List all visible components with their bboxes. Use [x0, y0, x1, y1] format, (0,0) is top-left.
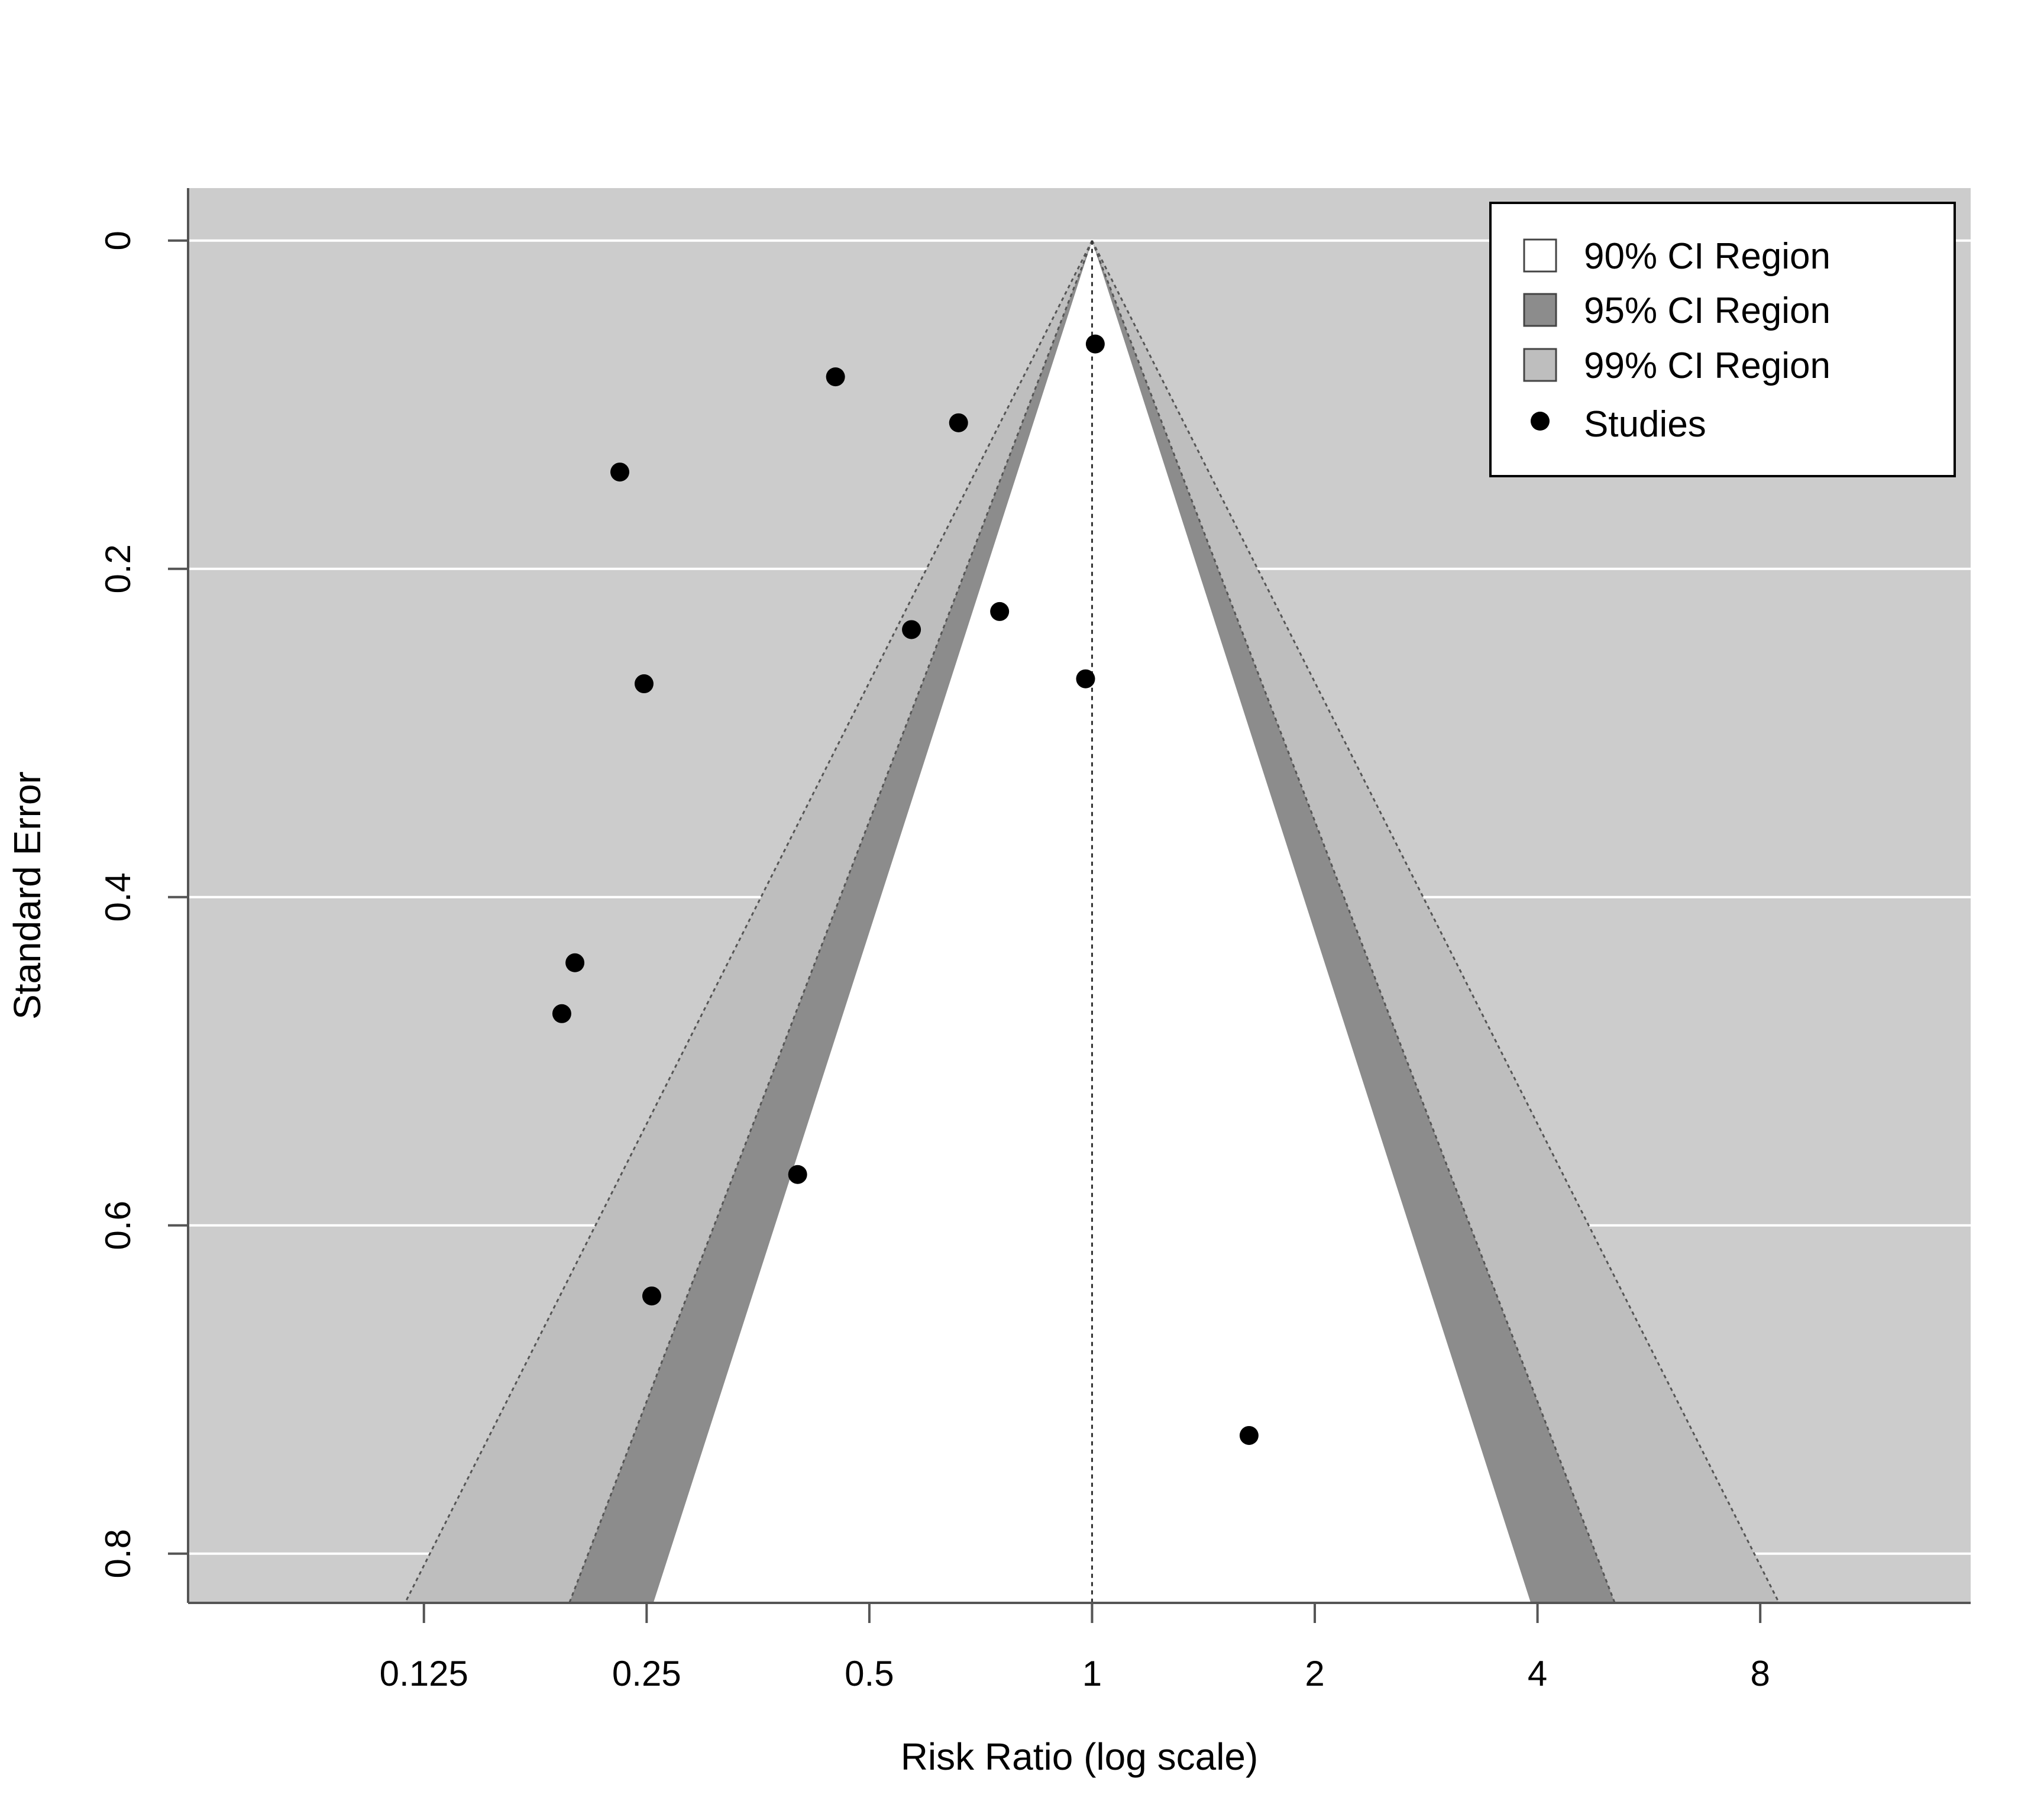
study-point: [610, 463, 630, 482]
legend-label: Studies: [1584, 404, 1706, 445]
study-point: [1239, 1425, 1259, 1445]
study-point: [826, 367, 845, 387]
legend-label: 90% CI Region: [1584, 236, 1830, 277]
legend-swatch: [1523, 238, 1557, 273]
axes: 0.125 0.25 0.5 1 2 4 8 0 0.2 0.4 0.6 0.8: [98, 188, 1971, 1693]
study-point: [990, 602, 1010, 621]
legend-label: 99% CI Region: [1584, 345, 1830, 386]
x-axis-label: Risk Ratio (log scale): [901, 1735, 1259, 1778]
legend-swatch: [1523, 293, 1557, 327]
study-point: [949, 413, 968, 432]
study-point: [1076, 669, 1095, 688]
y-tick-label: 0.4: [98, 872, 138, 922]
x-tick-label: 0.125: [380, 1654, 468, 1693]
study-point: [552, 1004, 571, 1023]
legend-marker: [1531, 412, 1550, 431]
y-tick-label: 0.6: [98, 1201, 138, 1250]
contour-boundary-line: [1091, 240, 1780, 1603]
study-point: [902, 620, 921, 639]
contour-boundary-line: [1091, 240, 1616, 1603]
contour-boundary-line: [404, 240, 1093, 1603]
x-tick-label: 4: [1528, 1654, 1547, 1693]
x-tick-label: 0.25: [612, 1654, 681, 1693]
study-point: [565, 953, 585, 972]
legend-box: [1489, 202, 1956, 477]
y-tick-label: 0.8: [98, 1529, 138, 1578]
study-point: [1085, 334, 1105, 354]
x-tick-label: 0.5: [845, 1654, 894, 1693]
y-axis-label: Standard Error: [6, 771, 48, 1020]
contour-boundary-line: [568, 240, 1093, 1603]
study-point: [634, 674, 654, 694]
legend-label: 95% CI Region: [1584, 290, 1830, 331]
y-tick-label: 0.2: [98, 544, 138, 593]
legend-swatch: [1523, 348, 1557, 382]
x-tick-label: 2: [1305, 1654, 1324, 1693]
study-point: [642, 1286, 661, 1306]
x-tick-label: 8: [1751, 1654, 1770, 1693]
legend: 90% CI Region 95% CI Region 99% CI Region S…: [1489, 202, 1956, 477]
x-tick-label: 1: [1082, 1654, 1102, 1693]
study-point: [788, 1165, 807, 1184]
y-tick-label: 0: [98, 231, 138, 250]
